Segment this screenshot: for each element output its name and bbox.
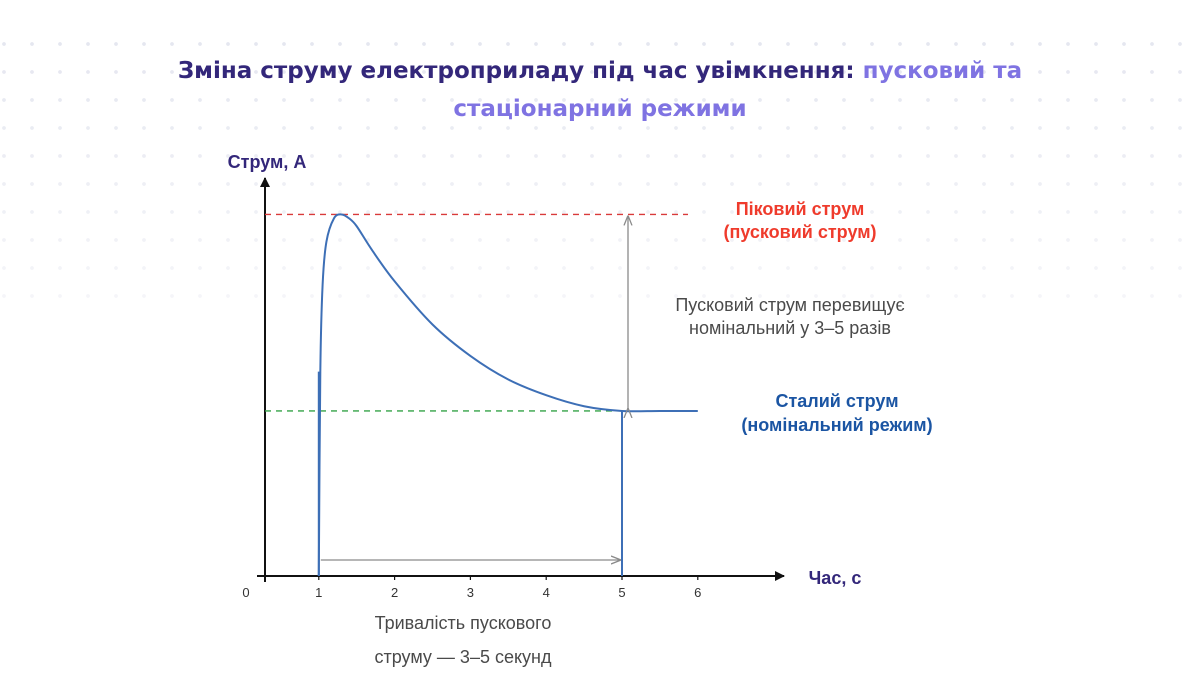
peak-label-line2: (пусковий струм): [723, 222, 876, 242]
x-tick-label: 6: [694, 585, 701, 600]
current-curve: [317, 213, 698, 577]
title-main-text: Зміна струму електроприладу під час увім…: [177, 58, 863, 84]
origin-label: 0: [242, 585, 249, 600]
duration-label-line1: Тривалість пускового: [375, 613, 552, 633]
x-tick-label: 5: [618, 585, 625, 600]
x-tick-label: 1: [315, 585, 322, 600]
title-highlight-text-1: пусковий та: [862, 58, 1023, 84]
x-axis-ticks: 1 2 3 4 5 6: [315, 575, 701, 600]
page-title: Зміна струму електроприладу під час увім…: [100, 52, 1100, 128]
steady-label-line2: (номінальний режим): [741, 415, 932, 435]
duration-label-line2: струму — 3–5 секунд: [375, 647, 552, 667]
title-highlight-text-2: стаціонарний режими: [453, 96, 747, 122]
ratio-label-line1: Пусковий струм перевищує: [675, 295, 904, 315]
x-axis-label: Час, с: [809, 568, 862, 588]
x-tick-label: 4: [543, 585, 550, 600]
x-tick-label: 2: [391, 585, 398, 600]
y-axis-label: Струм, А: [228, 152, 307, 172]
x-tick-label: 3: [467, 585, 474, 600]
peak-label-line1: Піковий струм: [736, 199, 865, 219]
steady-label-line1: Сталий струм: [775, 391, 898, 411]
dotted-background-pattern: [0, 30, 1200, 310]
ratio-label-line2: номінальний у 3–5 разів: [689, 318, 891, 338]
